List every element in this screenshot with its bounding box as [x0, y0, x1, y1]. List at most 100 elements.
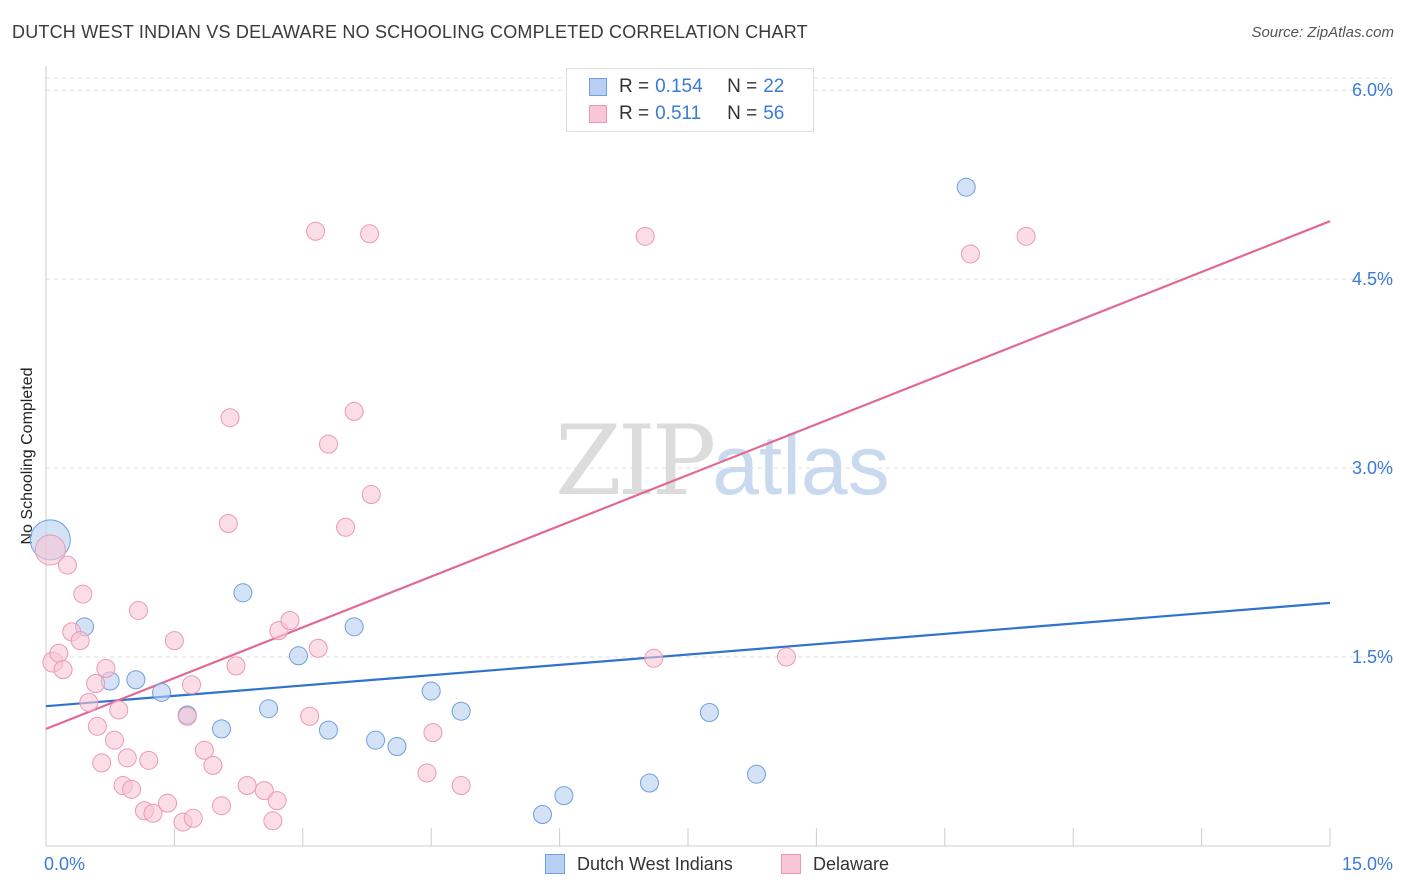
blue-data-point	[421, 681, 441, 701]
y-tick-label: 4.5%	[1352, 269, 1393, 289]
bottom-legend-swatch-blue	[545, 854, 565, 874]
legend-n-label: N =	[727, 103, 758, 124]
blue-trend-line	[45, 601, 1331, 708]
bottom-legend-swatch-pink	[781, 854, 801, 874]
point-layer	[29, 177, 1036, 832]
pink-trend-line	[45, 220, 1331, 730]
pink-data-point	[280, 611, 300, 631]
blue-data-point	[366, 730, 386, 750]
blue-data-point	[259, 699, 279, 719]
blue-data-point	[126, 670, 146, 690]
pink-data-point	[70, 631, 90, 651]
blue-data-point	[344, 617, 364, 637]
blue-data-point	[554, 786, 574, 806]
watermark: ZIPatlas	[555, 405, 890, 517]
pink-data-point	[128, 600, 148, 620]
bottom-legend-blue: Dutch West Indians	[545, 852, 733, 876]
legend-n-value: 56	[763, 103, 785, 124]
pink-data-point	[79, 692, 99, 712]
pink-data-point	[177, 706, 197, 726]
pink-data-point	[53, 660, 73, 680]
bottom-legend-pink: Delaware	[781, 852, 889, 876]
x-tick-label: 0.0%	[44, 854, 85, 874]
x-tick-label: 15.0%	[1342, 854, 1393, 874]
chart-title: DUTCH WEST INDIAN VS DELAWARE NO SCHOOLI…	[12, 22, 808, 42]
pink-data-point	[109, 700, 129, 720]
blue-data-point	[639, 773, 659, 793]
y-tick-label: 3.0%	[1352, 458, 1393, 478]
source-label: Source: ZipAtlas.com	[1251, 24, 1394, 41]
grid-layer	[46, 77, 1392, 658]
pink-data-point	[360, 224, 380, 244]
y-tick-label: 6.0%	[1352, 80, 1393, 100]
pink-data-point	[960, 244, 980, 264]
pink-data-point	[87, 716, 107, 736]
pink-data-point	[451, 776, 471, 796]
pink-data-point	[226, 656, 246, 676]
pink-data-point	[164, 631, 184, 651]
pink-data-point	[73, 584, 93, 604]
pink-data-point	[263, 811, 283, 831]
pink-data-point	[306, 221, 326, 241]
pink-data-point	[34, 534, 66, 566]
pink-data-point	[635, 226, 655, 246]
blue-data-point	[289, 646, 309, 666]
legend-r-value: 0.154	[655, 76, 703, 97]
legend-row-blue: R = 0.154 N = 22	[589, 76, 784, 98]
legend-swatch-pink	[589, 105, 607, 123]
label-layer: 1.5% 3.0% 4.5% 6.0% 0.0% 15.0%	[44, 80, 1393, 874]
blue-data-point	[318, 720, 338, 740]
legend-r-label: R =	[619, 76, 650, 97]
pink-data-point	[254, 781, 274, 801]
pink-data-point	[220, 408, 240, 428]
pink-data-point	[267, 791, 287, 811]
pink-data-point	[104, 730, 124, 750]
pink-data-point	[308, 638, 328, 658]
watermark-atlas: atlas	[712, 418, 890, 512]
blue-data-point	[451, 701, 471, 721]
bottom-legend-label-pink: Delaware	[813, 853, 890, 874]
blue-data-point	[746, 764, 766, 784]
pink-data-point	[1016, 226, 1036, 246]
pink-data-point	[92, 753, 112, 773]
pink-data-point	[49, 643, 69, 663]
legend-row-pink: R = 0.511 N = 56	[589, 103, 784, 125]
axis-layer	[45, 66, 1331, 847]
legend-r-value: 0.511	[655, 103, 702, 124]
blue-data-point	[233, 583, 253, 603]
y-tick-label: 1.5%	[1352, 647, 1393, 667]
pink-data-point	[776, 647, 796, 667]
pink-data-point	[194, 740, 214, 760]
blue-data-point	[152, 682, 172, 702]
pink-data-point	[237, 776, 257, 796]
pink-data-point	[96, 658, 116, 678]
legend-r-label: R =	[619, 103, 650, 124]
watermark-zip: ZIP	[555, 405, 716, 517]
pink-data-point	[344, 401, 364, 421]
trend-layer	[45, 220, 1331, 730]
pink-data-point	[203, 755, 223, 775]
pink-data-point	[211, 796, 231, 816]
pink-data-point	[143, 803, 163, 823]
legend-n-label: N =	[727, 76, 758, 97]
pink-data-point	[122, 779, 142, 799]
pink-data-point	[158, 793, 178, 813]
pink-data-point	[57, 555, 77, 575]
pink-data-point	[117, 748, 137, 768]
pink-data-point	[86, 674, 106, 694]
blue-data-point	[956, 177, 976, 197]
pink-data-point	[218, 514, 238, 534]
blue-data-point	[387, 736, 407, 756]
pink-data-point	[644, 648, 664, 668]
pink-data-point	[417, 763, 437, 783]
bottom-legend-label-blue: Dutch West Indians	[577, 853, 733, 874]
pink-data-point	[300, 706, 320, 726]
legend-n-value: 22	[763, 76, 785, 97]
pink-data-point	[183, 808, 203, 828]
blue-data-point	[211, 719, 231, 739]
pink-data-point	[423, 723, 443, 743]
blue-data-point	[699, 702, 719, 722]
legend: R = 0.154 N = 22 R = 0.511 N = 56	[566, 68, 814, 132]
pink-data-point	[336, 517, 356, 537]
